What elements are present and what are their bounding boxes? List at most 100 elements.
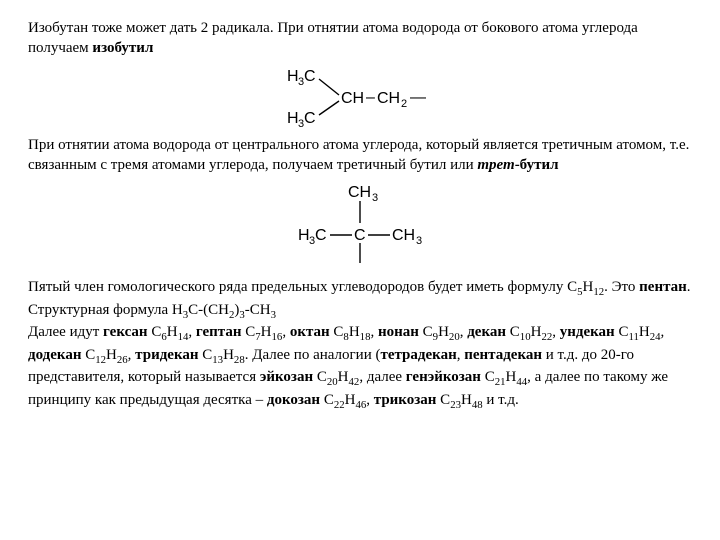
text: , (282, 324, 290, 340)
text: C (317, 369, 327, 385)
text: C (485, 369, 495, 385)
paragraph-1: Изобутан тоже может дать 2 радикала. При… (28, 18, 692, 59)
svg-text:3: 3 (372, 192, 378, 204)
term-pentan: пентан (639, 279, 687, 295)
svg-text:CH: CH (341, 90, 364, 107)
sub: 23 (450, 399, 461, 411)
svg-text:C: C (354, 227, 366, 244)
text: H (438, 324, 449, 340)
svg-text:C: C (315, 227, 327, 244)
term-eikozan: эйкозан (260, 369, 313, 385)
sub: 16 (272, 331, 283, 343)
term-hexan: гексан (103, 324, 148, 340)
sub: 28 (234, 354, 245, 366)
sub: 12 (95, 354, 106, 366)
term-pentadekan: пентадекан (464, 347, 542, 363)
text: C-(CH (188, 302, 229, 318)
term-geneikozan: генэйкозан (406, 369, 481, 385)
svg-text:CH: CH (377, 90, 400, 107)
term-tetradekan: тетрадекан (380, 347, 456, 363)
text: , (552, 324, 560, 340)
sub: 18 (360, 331, 371, 343)
sub: 20 (449, 331, 460, 343)
text: Далее идут (28, 324, 103, 340)
svg-text:—: — (410, 89, 426, 106)
svg-text:H: H (287, 68, 299, 85)
text: , (370, 324, 378, 340)
text: Пятый член гомологического ряда предельн… (28, 279, 577, 295)
text: C (333, 324, 343, 340)
text: C (440, 392, 450, 408)
term-dekan: декан (467, 324, 506, 340)
sub: 14 (178, 331, 189, 343)
text: При отнятии атома водорода от центрально… (28, 137, 689, 173)
text: H (506, 369, 517, 385)
sub: 48 (472, 399, 483, 411)
text: , (188, 324, 196, 340)
text: H (167, 324, 178, 340)
sub: 3 (271, 309, 276, 321)
text: H (338, 369, 349, 385)
text: C (151, 324, 161, 340)
text: , (661, 324, 665, 340)
text: C (618, 324, 628, 340)
text: C (202, 347, 212, 363)
term-dodekan: додекан (28, 347, 81, 363)
text: H (349, 324, 360, 340)
term-isobutyl: изобутил (92, 40, 153, 56)
text: C (85, 347, 95, 363)
sub: 46 (355, 399, 366, 411)
sub: 26 (117, 354, 128, 366)
text: C (423, 324, 433, 340)
diagram-tert-butyl: CH3H3CCCH3 (28, 181, 692, 267)
sub: 22 (334, 399, 345, 411)
text: H (583, 279, 594, 295)
svg-text:C: C (304, 110, 316, 127)
term-trikozan: трикозан (374, 392, 437, 408)
svg-text:–: – (366, 89, 375, 106)
text: . Далее по аналогии ( (245, 347, 381, 363)
text: -CH (245, 302, 271, 318)
text: H (106, 347, 117, 363)
text: H (639, 324, 650, 340)
svg-text:H: H (298, 227, 310, 244)
text: H (261, 324, 272, 340)
svg-text:H: H (287, 110, 299, 127)
text: H (345, 392, 356, 408)
text: C (510, 324, 520, 340)
term-nonan: нонан (378, 324, 419, 340)
text: . Это (604, 279, 639, 295)
term-undekan: ундекан (560, 324, 615, 340)
sub: 21 (495, 376, 506, 388)
diagram-isobutyl: H3CH3CCH–CH2— (28, 65, 692, 127)
svg-text:CH: CH (348, 184, 371, 201)
text: , далее (359, 369, 405, 385)
term-dokozan: докозан (267, 392, 320, 408)
text: C (324, 392, 334, 408)
text: и т.д. (483, 392, 519, 408)
sub: 11 (628, 331, 638, 343)
term-tridekan: тридекан (135, 347, 198, 363)
svg-text:C: C (304, 68, 316, 85)
text: , (366, 392, 374, 408)
term-tret: трет (477, 157, 514, 173)
term-heptan: гептан (196, 324, 242, 340)
svg-text:3: 3 (416, 235, 422, 247)
term-butyl-tail: -бутил (515, 157, 559, 173)
text: C (245, 324, 255, 340)
sub: 13 (212, 354, 223, 366)
sub: 22 (541, 331, 552, 343)
text: H (461, 392, 472, 408)
sub: 12 (593, 286, 604, 298)
text: H (531, 324, 542, 340)
slide-content: Изобутан тоже может дать 2 радикала. При… (0, 0, 720, 436)
svg-text:2: 2 (401, 98, 407, 110)
sub: 20 (327, 376, 338, 388)
text: H (223, 347, 234, 363)
term-oktan: октан (290, 324, 330, 340)
sub: 24 (650, 331, 661, 343)
svg-text:CH: CH (392, 227, 415, 244)
paragraph-3: Пятый член гомологического ряда предельн… (28, 277, 692, 412)
sub: 44 (516, 376, 527, 388)
sub: 42 (349, 376, 360, 388)
